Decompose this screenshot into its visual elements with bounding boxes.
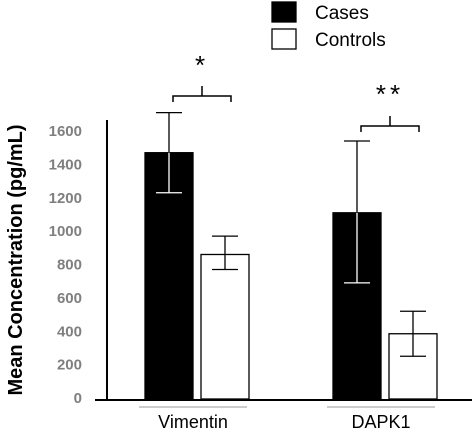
- significance-marker: **: [376, 79, 404, 109]
- y-tick-label: 1400: [49, 156, 82, 173]
- y-tick-label: 400: [57, 323, 82, 340]
- category-label-dapk1: DAPK1: [351, 412, 410, 432]
- category-labels: Vimentin DAPK1: [139, 406, 435, 432]
- legend-swatch-controls: [271, 28, 297, 50]
- y-tick-label: 1600: [49, 123, 82, 140]
- significance-annotations: ***: [172, 50, 420, 132]
- y-tick-labels: 0 200 400 600 800 1000 1200 1400 1600: [49, 123, 82, 407]
- y-axis-title: Mean Concentration (pg/mL): [5, 124, 27, 395]
- y-tick-label: 600: [57, 290, 82, 307]
- y-tick-label: 0: [74, 390, 82, 407]
- y-tick-label: 1200: [49, 190, 82, 207]
- axes: [95, 120, 472, 401]
- legend-label-cases: Cases: [315, 3, 369, 24]
- legend: Cases Controls: [271, 1, 386, 51]
- legend-label-controls: Controls: [315, 30, 386, 51]
- significance-marker: *: [195, 50, 209, 80]
- legend-swatch-cases: [271, 1, 297, 23]
- bars: [144, 111, 438, 400]
- significance-bracket: [360, 116, 420, 132]
- significance-bracket: [172, 86, 232, 102]
- bar-controls-vimentin: [200, 253, 250, 400]
- y-tick-label: 200: [57, 357, 82, 374]
- y-tick-label: 1000: [49, 223, 82, 240]
- bar-cases-vimentin: [144, 152, 194, 400]
- category-label-vimentin: Vimentin: [158, 412, 228, 432]
- y-tick-label: 800: [57, 257, 82, 274]
